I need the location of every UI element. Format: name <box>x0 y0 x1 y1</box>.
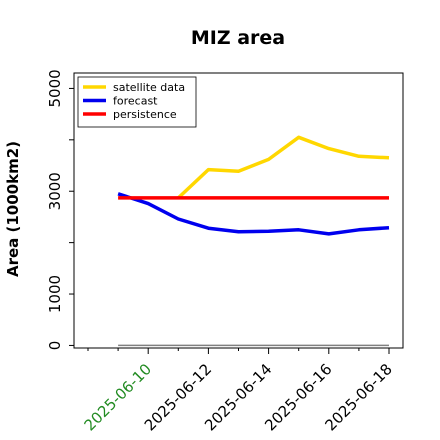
y-axis-label: Area (1000km2) <box>4 141 22 277</box>
y-tick-label: 5000 <box>46 69 64 107</box>
series-line-forecast <box>117 192 390 236</box>
y-tick-label: 1000 <box>46 275 64 313</box>
y-tick-label: 3000 <box>46 172 64 210</box>
series-layer <box>117 135 390 347</box>
y-tick-label: 0 <box>46 341 64 351</box>
x-axis: 2025-06-102025-06-122025-06-142025-06-16… <box>81 348 396 434</box>
y-axis: 0 1000 3000 5000 <box>46 69 74 350</box>
legend-label: satellite data <box>113 81 185 94</box>
series-line-satellite-data <box>177 135 390 200</box>
legend-label: forecast <box>113 95 158 108</box>
chart-title: MIZ area <box>191 27 285 49</box>
legend-label: persistence <box>113 108 177 121</box>
